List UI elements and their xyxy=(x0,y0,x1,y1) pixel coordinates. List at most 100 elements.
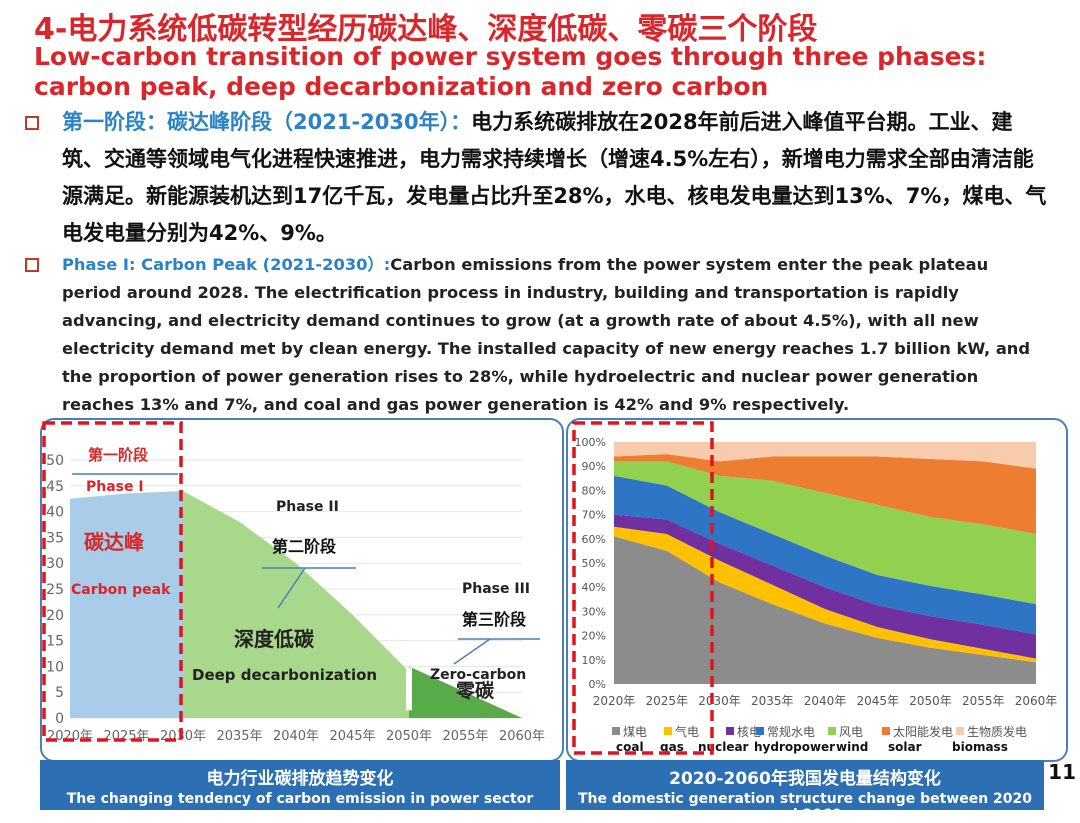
legend-label-cn: 常规水电 xyxy=(767,724,815,739)
x-tick-label: 2030年 xyxy=(698,694,741,708)
legend-label-cn: 太阳能发电 xyxy=(893,724,953,739)
y-tick-label: 30% xyxy=(582,605,606,618)
legend-label-cn: 核电 xyxy=(737,725,761,739)
phase3-name-cn: 零碳 xyxy=(455,679,495,702)
x-tick-label: 2035年 xyxy=(751,694,794,708)
bullet-square-icon xyxy=(25,116,39,130)
x-tick-label: 2045年 xyxy=(856,694,899,708)
legend-swatch xyxy=(956,727,964,735)
paragraph-cn: 第一阶段：碳达峰阶段（2021-2030年）：电力系统碳排放在2028年前后进入… xyxy=(62,104,1047,252)
paragraph-cn-text: 电力系统碳排放在2028年前后进入峰值平台期。工业、建筑、交通等领域电气化进程快… xyxy=(62,110,1047,245)
y-tick-label: 15 xyxy=(46,634,64,650)
legend-label-cn: 风电 xyxy=(839,725,863,739)
phase3-name-en: Zero-carbon xyxy=(430,667,526,683)
x-tick-label: 2050年 xyxy=(909,694,952,708)
area-gas xyxy=(614,526,1036,663)
legend-label-en: wind xyxy=(836,740,868,754)
paragraph-en-text: Carbon emissions from the power system e… xyxy=(62,255,1031,414)
right-caption-en: The domestic generation structure change… xyxy=(577,791,1033,823)
emission-area-phase-2 xyxy=(183,490,409,718)
legend-swatch xyxy=(726,727,734,735)
legend-label-en: biomass xyxy=(952,740,1008,754)
y-tick-label: 20% xyxy=(582,630,606,643)
y-tick-label: 70% xyxy=(582,509,606,522)
y-tick-label: 45 xyxy=(46,479,64,495)
y-tick-label: 20 xyxy=(46,608,64,624)
left-chart-caption: 电力行业碳排放趋势变化 The changing tendency of car… xyxy=(40,760,560,810)
page-number: 11 xyxy=(1048,760,1076,784)
right-caption-cn: 2020-2060年我国发电量结构变化 xyxy=(669,769,941,789)
legend-swatch xyxy=(828,727,836,735)
paragraph-en: Phase I: Carbon Peak (2021-2030）:Carbon … xyxy=(62,251,1042,419)
area-nuclear xyxy=(614,514,1036,659)
legend-swatch xyxy=(882,727,890,735)
x-tick-label: 2020年 xyxy=(593,694,636,708)
y-tick-label: 100% xyxy=(575,436,606,449)
x-tick-label: 2035年 xyxy=(216,729,262,744)
x-tick-label: 2045年 xyxy=(329,729,375,744)
area-wind xyxy=(614,461,1036,605)
phase2-name-en: Deep decarbonization xyxy=(192,666,377,684)
y-tick-label: 60% xyxy=(582,533,606,546)
phase1-name-cn: 碳达峰 xyxy=(84,530,144,554)
slide-title-cn: 4-电力系统低碳转型经历碳达峰、深度低碳、零碳三个阶段 xyxy=(34,12,818,47)
y-tick-label: 0% xyxy=(589,678,606,691)
legend-label-en: nuclear xyxy=(698,740,749,754)
y-tick-label: 10 xyxy=(46,659,64,675)
legend-swatch xyxy=(664,727,672,735)
paragraph-cn-label: 第一阶段：碳达峰阶段（2021-2030年）： xyxy=(62,110,472,134)
phase1-name-en: Carbon peak xyxy=(71,582,171,598)
phase3-leader-line xyxy=(453,638,491,665)
paragraph-en-label: Phase I: Carbon Peak (2021-2030）: xyxy=(62,255,391,274)
x-tick-label: 2055年 xyxy=(442,729,488,744)
x-tick-label: 2025年 xyxy=(645,694,688,708)
phase1-en-label: Phase I xyxy=(86,479,144,495)
x-tick-label: 2060年 xyxy=(499,729,545,744)
right-chart-caption: 2020-2060年我国发电量结构变化 The domestic generat… xyxy=(566,760,1044,823)
legend-swatch xyxy=(612,727,620,735)
x-tick-label: 2040年 xyxy=(804,694,847,708)
phase3-en-label: Phase III xyxy=(462,581,530,597)
legend-label-cn: 煤电 xyxy=(623,725,647,739)
y-tick-label: 50% xyxy=(582,557,606,570)
y-tick-label: 40% xyxy=(582,581,606,594)
emission-area-phase-1 xyxy=(70,490,183,718)
phase2-name-cn: 深度低碳 xyxy=(234,627,315,651)
area-coal xyxy=(614,536,1036,684)
x-tick-label: 2040年 xyxy=(273,729,319,744)
y-tick-label: 80% xyxy=(582,484,606,497)
phase1-highlight-box xyxy=(572,421,714,755)
x-tick-label: 2050年 xyxy=(386,729,432,744)
legend-label-cn: 生物质发电 xyxy=(967,724,1027,739)
legend-label-en: gas xyxy=(660,740,684,754)
phase1-highlight-box xyxy=(42,421,183,742)
x-tick-label: 2055年 xyxy=(962,694,1005,708)
y-tick-label: 30 xyxy=(46,556,64,572)
phase2-en-label: Phase II xyxy=(276,499,339,515)
phase-separator xyxy=(406,667,412,711)
x-tick-label: 2025年 xyxy=(103,729,149,744)
legend-label-cn: 气电 xyxy=(675,724,699,739)
legend-swatch xyxy=(756,727,764,735)
y-tick-label: 50 xyxy=(46,453,64,469)
y-tick-label: 90% xyxy=(582,460,606,473)
phase3-cn-label: 第三阶段 xyxy=(462,610,527,629)
phase1-cn-label: 第一阶段 xyxy=(88,446,148,464)
left-caption-cn: 电力行业碳排放趋势变化 xyxy=(206,769,394,789)
area-solar xyxy=(614,454,1036,534)
area-biomass xyxy=(614,442,1036,469)
legend-label-en: hydropower xyxy=(754,740,835,754)
y-tick-label: 0 xyxy=(55,711,64,727)
left-caption-en: The changing tendency of carbon emission… xyxy=(66,791,534,807)
slide-title-en: Low-carbon transition of power system go… xyxy=(34,42,987,101)
x-tick-label: 2060年 xyxy=(1015,694,1058,708)
legend-label-en: solar xyxy=(888,740,922,754)
y-tick-label: 5 xyxy=(55,685,64,701)
generation-structure-chart: 0% 10% 20% 30% 40% 50% 60% 70% 80% 90% 100% 2020年 2… xyxy=(572,421,1058,755)
y-tick-label: 35 xyxy=(46,530,64,546)
area-hydropower xyxy=(614,475,1036,635)
legend-label-en: coal xyxy=(616,740,644,754)
phase2-cn-label: 第二阶段 xyxy=(272,537,337,556)
y-tick-label: 25 xyxy=(46,582,64,598)
